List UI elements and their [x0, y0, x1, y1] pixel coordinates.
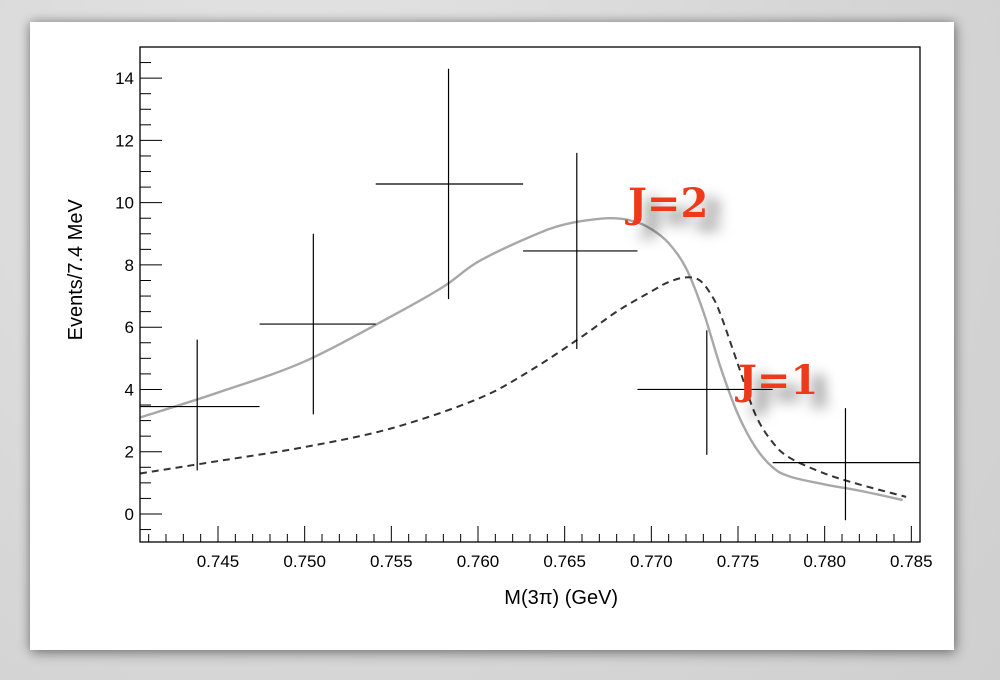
series-line-j2 — [139, 216, 903, 502]
y-tick-label: 14 — [115, 69, 134, 88]
x-tick-label: 0.750 — [283, 552, 326, 571]
data-point — [375, 68, 524, 300]
x-tick-label: 0.785 — [890, 552, 933, 571]
x-tick-label: 0.745 — [197, 552, 240, 571]
y-tick-label: 0 — [125, 505, 134, 524]
x-tick-label: 0.780 — [803, 552, 846, 571]
x-tick-label: 0.770 — [630, 552, 673, 571]
y-tick-label: 12 — [115, 131, 134, 150]
points-layer — [140, 68, 920, 521]
curves-layer — [139, 216, 907, 502]
y-tick-label: 4 — [125, 380, 134, 399]
y-tick-label: 6 — [125, 318, 134, 337]
data-point — [637, 330, 773, 455]
y-tick-label: 8 — [125, 256, 134, 275]
series-line-j1 — [139, 276, 907, 498]
x-tick-label: 0.775 — [717, 552, 760, 571]
ticks-layer: 0.745 0.750 0.755 0.760 0.765 0.770 0.775 0.780… — [115, 62, 933, 571]
x-tick-label: 0.755 — [370, 552, 413, 571]
x-tick-label: 0.760 — [457, 552, 500, 571]
y-tick-label: 10 — [115, 194, 134, 213]
x-axis-label: M(3π) (GeV) — [504, 587, 618, 609]
figure-card: 0.745 0.750 0.755 0.760 0.765 0.770 0.775 0.780… — [30, 22, 954, 650]
data-point — [140, 339, 260, 471]
annotation-shadow: J=1 — [749, 369, 832, 416]
y-axis-label: Events/7.4 MeV — [65, 199, 87, 341]
annotation-shadow: J=2 — [639, 192, 722, 239]
annotation-j1: J=1 — [735, 357, 818, 404]
data-point — [772, 408, 920, 521]
annotation-j2: J=2 — [625, 180, 708, 227]
annotation-layer: J=2J=2 J=1J=1 — [625, 180, 832, 416]
chart-plot: 0.745 0.750 0.755 0.760 0.765 0.770 0.775 0.780… — [65, 46, 933, 609]
plot-frame — [139, 46, 921, 543]
data-point — [259, 233, 376, 415]
y-tick-label: 2 — [125, 443, 134, 462]
data-point — [523, 152, 638, 349]
x-tick-label: 0.765 — [543, 552, 586, 571]
